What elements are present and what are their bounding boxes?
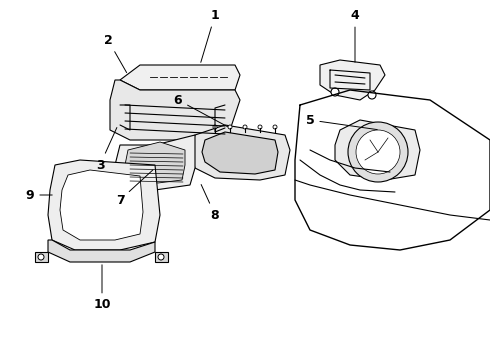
Circle shape	[158, 254, 164, 260]
Text: 5: 5	[306, 113, 377, 130]
Polygon shape	[202, 132, 278, 174]
Circle shape	[356, 130, 400, 174]
Polygon shape	[110, 80, 240, 140]
Text: 6: 6	[173, 94, 227, 127]
Text: 7: 7	[116, 170, 153, 207]
Polygon shape	[125, 142, 185, 183]
Circle shape	[38, 254, 44, 260]
Polygon shape	[335, 120, 420, 180]
Polygon shape	[60, 170, 143, 240]
Text: 1: 1	[201, 9, 220, 62]
Circle shape	[331, 88, 339, 96]
Circle shape	[273, 125, 277, 129]
Polygon shape	[190, 125, 290, 180]
Circle shape	[258, 125, 262, 129]
Polygon shape	[155, 252, 168, 262]
Circle shape	[228, 125, 232, 129]
Text: 8: 8	[201, 185, 220, 221]
Text: 2: 2	[103, 33, 126, 73]
Circle shape	[348, 122, 408, 182]
Text: 4: 4	[351, 9, 359, 62]
Text: 3: 3	[96, 127, 117, 171]
Polygon shape	[115, 135, 195, 190]
Text: 9: 9	[25, 189, 52, 202]
Circle shape	[368, 91, 376, 99]
Polygon shape	[48, 240, 155, 262]
Polygon shape	[48, 160, 160, 250]
Text: 10: 10	[93, 265, 111, 311]
Polygon shape	[35, 252, 48, 262]
Polygon shape	[320, 60, 385, 100]
Circle shape	[243, 125, 247, 129]
Circle shape	[213, 125, 217, 129]
Polygon shape	[120, 65, 240, 90]
Circle shape	[122, 177, 128, 183]
